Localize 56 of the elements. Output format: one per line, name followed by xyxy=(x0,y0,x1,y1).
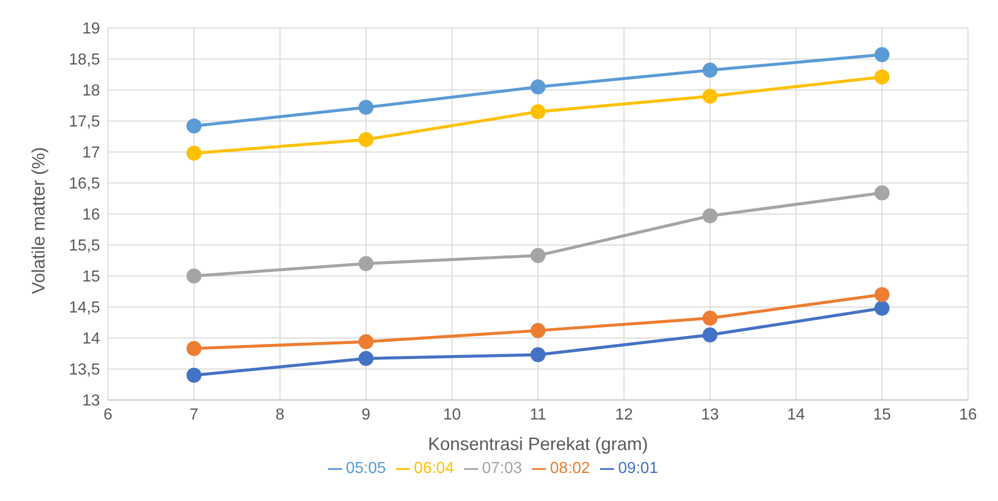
x-tick-label: 6 xyxy=(104,406,113,424)
point xyxy=(874,69,890,84)
point xyxy=(874,287,890,302)
y-tick-label: 15 xyxy=(82,268,100,286)
x-tick-label: 15 xyxy=(873,406,891,424)
legend-label: 05:05 xyxy=(346,460,386,477)
y-tick-label: 13,5 xyxy=(68,362,100,379)
point xyxy=(358,100,374,115)
x-axis-title: Konsentrasi Perekat (gram) xyxy=(428,434,648,454)
x-tick-label: 16 xyxy=(959,406,977,424)
y-axis-title: Volatile matter (%) xyxy=(28,146,48,294)
y-tick-label: 17 xyxy=(82,144,100,162)
y-tick-label: 16,5 xyxy=(68,176,100,193)
x-tick-label: 13 xyxy=(701,406,719,424)
point xyxy=(186,341,202,356)
point xyxy=(530,347,546,362)
point xyxy=(186,146,202,161)
x-tick-label: 11 xyxy=(530,406,546,424)
point xyxy=(874,300,890,316)
y-tick-label: 18,5 xyxy=(68,52,100,69)
y-tick-label: 14 xyxy=(82,330,100,348)
y-tick-label: 14,5 xyxy=(68,300,100,317)
y-tick-label: 15,5 xyxy=(68,238,100,255)
point xyxy=(186,368,202,383)
y-tick-label: 19 xyxy=(82,20,100,38)
x-tick-label: 9 xyxy=(362,406,371,424)
point xyxy=(702,62,718,78)
y-tick-label: 17,5 xyxy=(68,114,100,131)
x-tick-label: 7 xyxy=(190,406,199,424)
point xyxy=(874,47,890,62)
point xyxy=(358,350,374,366)
point xyxy=(702,327,718,342)
point xyxy=(186,118,202,134)
point xyxy=(874,185,890,200)
point xyxy=(702,88,718,104)
y-tick-label: 16 xyxy=(82,206,100,224)
legend-label: 07:03 xyxy=(482,460,522,477)
legend-label: 09:01 xyxy=(618,460,658,477)
point xyxy=(702,208,718,224)
x-tick-label: 14 xyxy=(787,406,805,424)
point xyxy=(530,323,546,338)
x-tick-label: 8 xyxy=(276,406,285,424)
legend-label: 08:02 xyxy=(550,460,590,477)
point xyxy=(530,104,546,120)
y-tick-label: 13 xyxy=(82,392,100,410)
point xyxy=(702,310,718,326)
point xyxy=(530,248,546,264)
point xyxy=(358,256,374,272)
point xyxy=(186,268,202,284)
y-tick-label: 18 xyxy=(82,82,100,100)
legend-label: 06:04 xyxy=(414,460,454,477)
x-tick-label: 12 xyxy=(615,406,633,424)
point xyxy=(358,132,374,148)
point xyxy=(530,79,546,94)
point xyxy=(358,334,374,350)
x-tick-label: 10 xyxy=(443,406,461,424)
